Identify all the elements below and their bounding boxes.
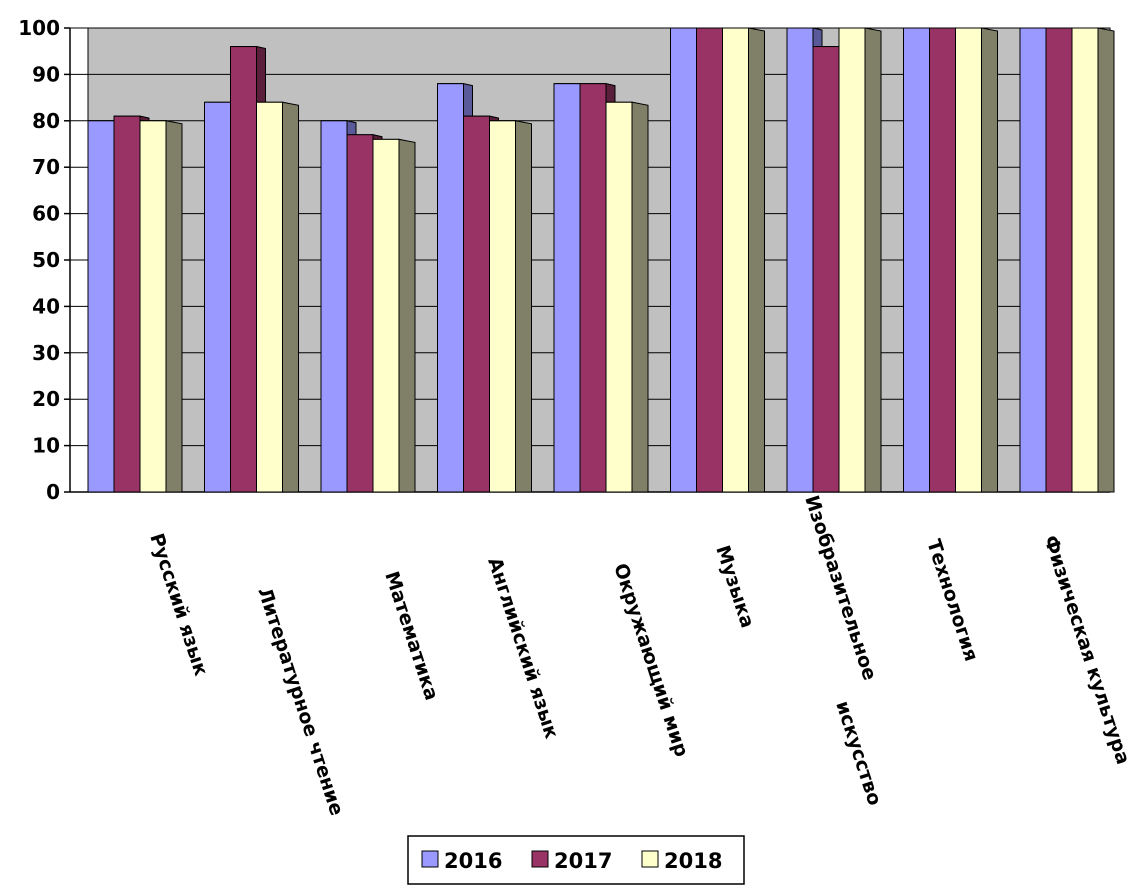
bar-group — [88, 116, 182, 492]
y-tick-label: 10 — [32, 434, 60, 458]
group-side-wall — [865, 28, 881, 492]
y-tick-label: 40 — [32, 294, 60, 318]
bar-group — [904, 28, 998, 492]
x-category-label-line: искусство — [831, 698, 885, 808]
x-category-label: Окружающий мир — [609, 561, 692, 760]
bar-group — [787, 28, 881, 492]
legend-swatch-2017 — [532, 851, 548, 867]
y-tick-label: 100 — [18, 16, 60, 40]
group-side-wall — [632, 102, 648, 492]
bar-2018-1 — [257, 102, 283, 492]
x-category-label-line: Музыка — [711, 543, 758, 631]
x-category-label-line: Литературное чтение — [253, 585, 348, 819]
y-tick-label: 60 — [32, 202, 60, 226]
legend-label-2016: 2016 — [444, 849, 502, 873]
x-category-label-line: Английский язык — [483, 555, 562, 742]
bar-group — [321, 121, 415, 492]
bars — [88, 28, 1114, 492]
bar-2016-7 — [904, 28, 930, 492]
x-category-label-line: Технология — [922, 537, 982, 664]
group-side-wall — [982, 28, 998, 492]
y-axis-ticks: 0 10 20 30 40 50 60 70 80 90 100 — [18, 16, 70, 504]
bar-2017-6 — [813, 47, 839, 492]
legend-label-2018: 2018 — [664, 849, 722, 873]
y-tick-label: 90 — [32, 62, 60, 86]
x-category-label: Английский язык — [483, 555, 562, 742]
x-category-label-line: Русский язык — [145, 531, 212, 679]
x-axis-labels: Русский язык Литературное чтение Математик… — [145, 493, 1128, 819]
y-tick-label: 70 — [32, 155, 60, 179]
bar-group — [554, 84, 648, 492]
x-category-label: Изобразительное искусство — [768, 493, 918, 808]
bar-2018-0 — [140, 121, 166, 492]
y-tick-label: 0 — [46, 480, 60, 504]
bar-2017-7 — [930, 28, 956, 492]
bar-2018-7 — [956, 28, 982, 492]
bar-2017-8 — [1046, 28, 1072, 492]
bar-2018-3 — [490, 121, 516, 492]
x-category-label: Русский язык — [145, 531, 212, 679]
y-tick-label: 80 — [32, 109, 60, 133]
bar-2016-0 — [88, 121, 114, 492]
bar-2016-1 — [205, 102, 231, 492]
group-side-wall — [516, 121, 532, 492]
bar-group — [205, 47, 299, 492]
bar-group — [671, 28, 765, 492]
y-tick-label: 50 — [32, 248, 60, 272]
y-tick-label: 30 — [32, 341, 60, 365]
bar-2016-4 — [554, 84, 580, 492]
bar-2017-2 — [347, 135, 373, 492]
legend-label-2017: 2017 — [554, 849, 612, 873]
bar-2018-2 — [373, 139, 399, 492]
group-side-wall — [283, 102, 299, 492]
bar-2018-5 — [723, 28, 749, 492]
bar-2017-5 — [697, 28, 723, 492]
bar-2018-6 — [839, 28, 865, 492]
bar-2016-2 — [321, 121, 347, 492]
legend-swatch-2018 — [642, 851, 658, 867]
x-category-label-line: Математика — [380, 569, 442, 703]
bar-2017-0 — [114, 116, 140, 492]
legend-swatch-2016 — [422, 851, 438, 867]
x-category-label: Литературное чтение — [253, 585, 348, 819]
group-side-wall — [749, 28, 765, 492]
bar-2016-3 — [438, 84, 464, 492]
bar-2018-4 — [606, 102, 632, 492]
x-category-label: Физическая культура — [1039, 533, 1128, 767]
bar-2018-8 — [1072, 28, 1098, 492]
y-tick-label: 20 — [32, 387, 60, 411]
x-category-label-line: Физическая культура — [1039, 533, 1128, 767]
bar-2017-4 — [580, 84, 606, 492]
bar-2017-1 — [231, 47, 257, 492]
legend: 2016 2017 2018 — [408, 836, 744, 884]
bar-2016-8 — [1020, 28, 1046, 492]
bar-2016-6 — [787, 28, 813, 492]
x-category-label: Музыка — [711, 543, 758, 631]
group-side-wall — [1098, 28, 1114, 492]
x-category-label-line: Изобразительное — [800, 493, 881, 683]
bar-2017-3 — [464, 116, 490, 492]
bar-2016-5 — [671, 28, 697, 492]
x-category-label-line: Окружающий мир — [609, 561, 692, 760]
bar-group — [438, 84, 532, 492]
x-category-label: Технология — [922, 537, 982, 664]
group-side-wall — [399, 139, 415, 492]
bar-group — [1020, 28, 1114, 492]
group-side-wall — [166, 121, 182, 492]
x-category-label: Математика — [380, 569, 442, 703]
